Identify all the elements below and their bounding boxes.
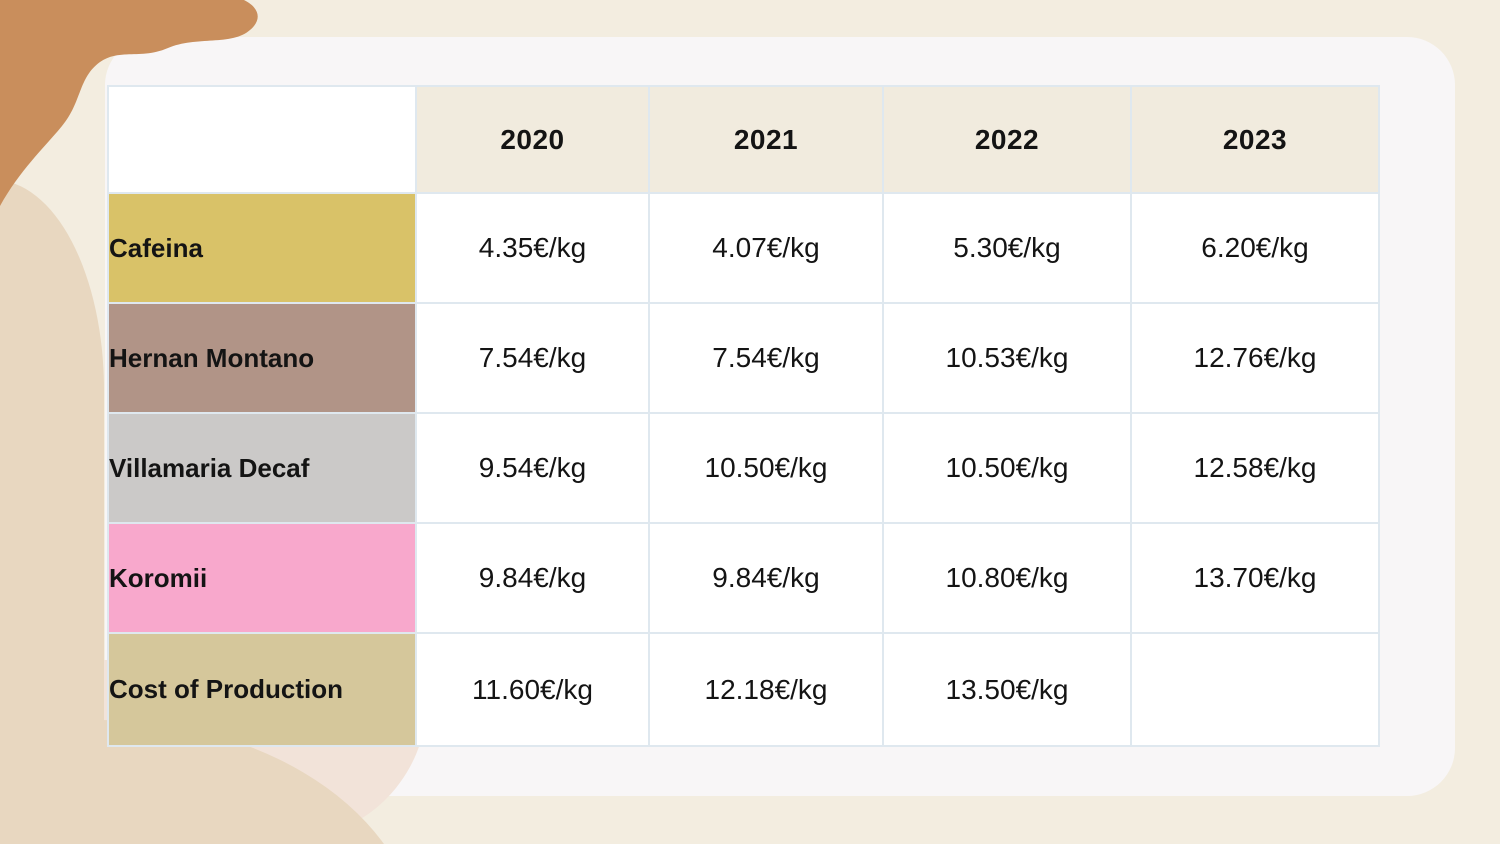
cell-cost-2022: 13.50€/kg bbox=[882, 632, 1132, 747]
cell-cafeina-2020: 4.35€/kg bbox=[415, 192, 650, 304]
row-label-hernan-montano: Hernan Montano bbox=[107, 302, 417, 414]
table-row-koromii: Koromii 9.84€/kg 9.84€/kg 10.80€/kg 13.7… bbox=[107, 522, 1380, 634]
table-corner-cell bbox=[107, 85, 417, 194]
table-row-cost-of-production: Cost of Production 11.60€/kg 12.18€/kg 1… bbox=[107, 632, 1380, 747]
price-table: 2020 2021 2022 2023 Cafeina 4.35€/kg 4.0… bbox=[107, 85, 1380, 747]
row-label-cost-of-production: Cost of Production bbox=[107, 632, 417, 747]
year-header-2020: 2020 bbox=[415, 85, 650, 194]
table-row-cafeina: Cafeina 4.35€/kg 4.07€/kg 5.30€/kg 6.20€… bbox=[107, 192, 1380, 304]
cell-villamaria-2020: 9.54€/kg bbox=[415, 412, 650, 524]
row-label-villamaria-decaf: Villamaria Decaf bbox=[107, 412, 417, 524]
table-row-villamaria-decaf: Villamaria Decaf 9.54€/kg 10.50€/kg 10.5… bbox=[107, 412, 1380, 524]
cell-koromii-2022: 10.80€/kg bbox=[882, 522, 1132, 634]
table-row-hernan-montano: Hernan Montano 7.54€/kg 7.54€/kg 10.53€/… bbox=[107, 302, 1380, 414]
cell-cafeina-2023: 6.20€/kg bbox=[1130, 192, 1380, 304]
cell-hernan-2023: 12.76€/kg bbox=[1130, 302, 1380, 414]
year-header-2021: 2021 bbox=[648, 85, 884, 194]
row-label-cafeina: Cafeina bbox=[107, 192, 417, 304]
cell-koromii-2023: 13.70€/kg bbox=[1130, 522, 1380, 634]
cell-koromii-2021: 9.84€/kg bbox=[648, 522, 884, 634]
table-header-row: 2020 2021 2022 2023 bbox=[107, 85, 1380, 194]
cell-cost-2020: 11.60€/kg bbox=[415, 632, 650, 747]
row-label-koromii: Koromii bbox=[107, 522, 417, 634]
cell-villamaria-2023: 12.58€/kg bbox=[1130, 412, 1380, 524]
year-header-2023: 2023 bbox=[1130, 85, 1380, 194]
cell-cost-2023 bbox=[1130, 632, 1380, 747]
cell-villamaria-2022: 10.50€/kg bbox=[882, 412, 1132, 524]
cell-cafeina-2021: 4.07€/kg bbox=[648, 192, 884, 304]
cell-villamaria-2021: 10.50€/kg bbox=[648, 412, 884, 524]
cell-hernan-2022: 10.53€/kg bbox=[882, 302, 1132, 414]
cell-koromii-2020: 9.84€/kg bbox=[415, 522, 650, 634]
cell-cost-2021: 12.18€/kg bbox=[648, 632, 884, 747]
cell-cafeina-2022: 5.30€/kg bbox=[882, 192, 1132, 304]
year-header-2022: 2022 bbox=[882, 85, 1132, 194]
cell-hernan-2021: 7.54€/kg bbox=[648, 302, 884, 414]
cell-hernan-2020: 7.54€/kg bbox=[415, 302, 650, 414]
decor-blob-orange bbox=[0, 0, 258, 206]
